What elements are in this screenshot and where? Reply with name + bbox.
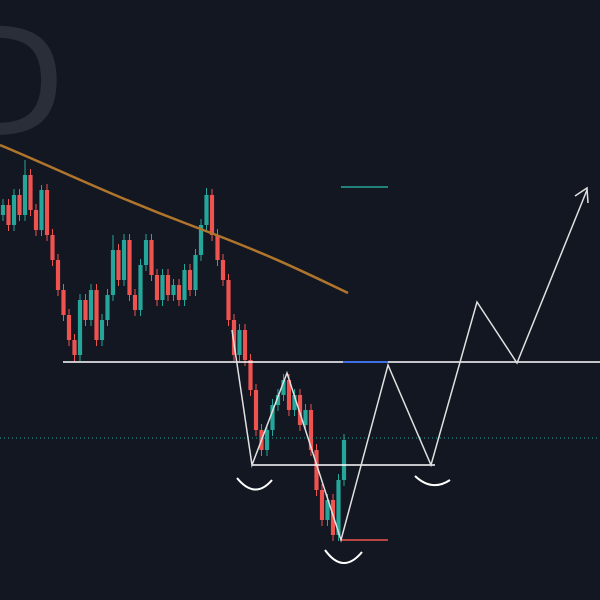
candle-body xyxy=(165,275,171,295)
candle-body xyxy=(72,340,77,355)
candle-body xyxy=(248,360,253,390)
candle-body xyxy=(55,260,61,290)
candle-body xyxy=(336,480,341,535)
candle-body xyxy=(171,285,176,295)
candle-body xyxy=(226,280,231,320)
smile-head xyxy=(324,549,363,564)
candle-body xyxy=(28,175,33,210)
candle-body xyxy=(44,190,50,235)
candle-body xyxy=(149,240,154,275)
candle-body xyxy=(83,300,88,320)
candle-body xyxy=(297,395,303,425)
candle-body xyxy=(121,240,127,280)
candle-body xyxy=(209,195,215,235)
candle-body xyxy=(105,295,110,320)
candle-body xyxy=(187,270,193,290)
candle-body xyxy=(303,410,308,425)
candle-body xyxy=(182,270,187,300)
candle-body xyxy=(193,255,198,290)
candle-body xyxy=(94,290,99,340)
smile-right xyxy=(414,475,451,487)
candle-body xyxy=(242,330,248,360)
candle-body xyxy=(204,195,209,225)
projection-path xyxy=(231,189,588,543)
candle-body xyxy=(127,240,132,295)
candle-body xyxy=(132,295,138,310)
watermark: D xyxy=(0,0,66,171)
candle-body xyxy=(281,380,286,395)
candle-body xyxy=(314,450,319,490)
candle-body xyxy=(286,380,292,410)
candle-body xyxy=(77,300,83,355)
candle-body xyxy=(215,235,220,260)
candle-body xyxy=(319,490,325,520)
candle-body xyxy=(253,390,259,430)
candle-body xyxy=(116,250,121,280)
candle-body xyxy=(0,205,6,215)
moving-average xyxy=(0,143,349,295)
candle-body xyxy=(39,190,44,230)
candle-body xyxy=(154,275,160,300)
candle-body xyxy=(160,275,165,300)
candle-body xyxy=(270,405,275,430)
candle-body xyxy=(176,285,182,300)
candle-body xyxy=(264,430,270,450)
candle-body xyxy=(110,250,116,295)
candle-body xyxy=(61,290,66,315)
candle-body xyxy=(220,260,226,280)
candle-body xyxy=(237,330,242,355)
candle-body xyxy=(138,265,143,310)
candle-body xyxy=(143,240,149,265)
candle-body xyxy=(6,205,11,225)
candle-body xyxy=(66,315,72,340)
candle-body xyxy=(17,195,22,215)
candle-body xyxy=(99,320,105,340)
candle-body xyxy=(231,320,237,355)
candle-body xyxy=(325,500,330,520)
candle-body xyxy=(50,235,55,260)
candle-body xyxy=(33,210,39,230)
candle-body xyxy=(292,395,297,410)
candle-body xyxy=(198,225,204,255)
candle-body xyxy=(88,290,94,320)
smile-left xyxy=(236,477,273,491)
candle-body xyxy=(11,195,17,225)
candle-body xyxy=(341,440,347,480)
candle-body xyxy=(22,175,28,215)
candle-body xyxy=(308,410,314,450)
arrow-head xyxy=(574,186,589,204)
candle-body xyxy=(275,395,281,405)
